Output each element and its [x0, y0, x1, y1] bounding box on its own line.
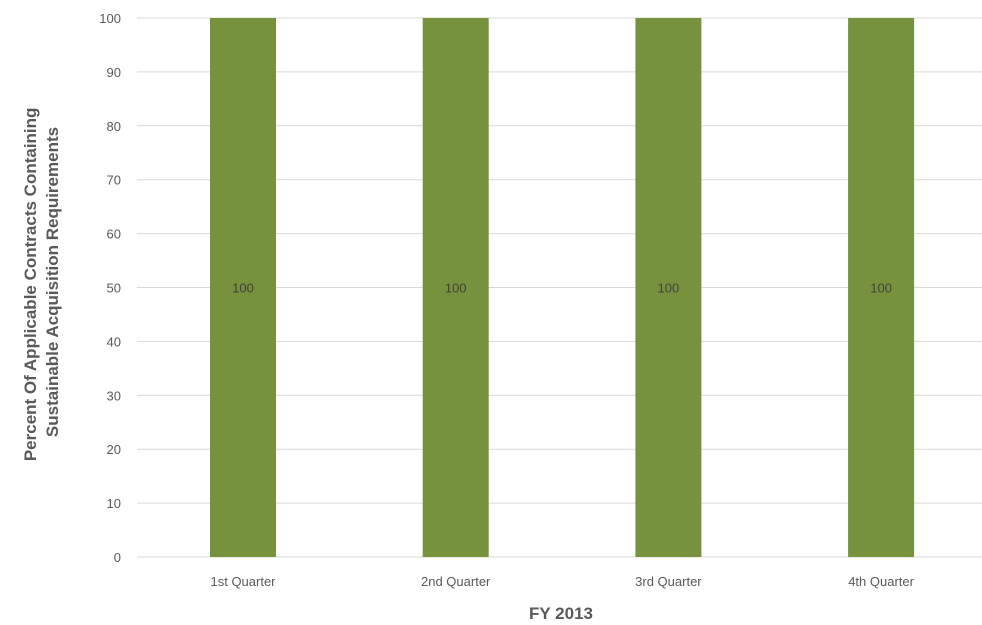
- y-axis-title-line-2: Sustainable Acquisition Requirements: [43, 127, 62, 437]
- bar-1: [210, 18, 276, 557]
- bar-data-label: 100: [870, 281, 892, 296]
- y-tick-label: 50: [107, 281, 121, 296]
- bars: [210, 18, 915, 557]
- y-tick-label: 10: [107, 496, 121, 511]
- x-tick-label: 1st Quarter: [210, 574, 276, 589]
- y-tick-label: 90: [107, 65, 121, 80]
- gridlines: [137, 17, 982, 558]
- bar-2: [422, 18, 489, 557]
- bar-data-label: 100: [658, 281, 680, 296]
- y-axis-title: Percent Of Applicable Contracts Containi…: [21, 103, 62, 461]
- bar-4: [848, 18, 915, 557]
- y-tick-label: 20: [107, 442, 121, 457]
- bar-data-label: 100: [232, 281, 254, 296]
- y-tick-label: 30: [107, 388, 121, 403]
- y-tick-label: 0: [114, 550, 121, 565]
- y-tick-label: 40: [107, 334, 121, 349]
- y-tick-label: 100: [99, 11, 121, 26]
- y-axis-title-line-1: Percent Of Applicable Contracts Containi…: [21, 108, 40, 462]
- x-tick-label: 4th Quarter: [848, 574, 914, 589]
- bar-3: [635, 18, 702, 557]
- bar-data-label: 100: [445, 281, 467, 296]
- y-tick-label: 80: [107, 119, 121, 134]
- x-tick-label: 3rd Quarter: [635, 574, 702, 589]
- x-tick-label: 2nd Quarter: [421, 574, 491, 589]
- x-axis-title: FY 2013: [529, 604, 593, 623]
- y-tick-label: 70: [107, 173, 121, 188]
- y-axis-ticks: 0 10 20 30 40 50 60 70 80 90 100: [99, 11, 121, 565]
- data-labels: 100 100 100 100: [232, 281, 892, 296]
- x-axis-ticks: 1st Quarter 2nd Quarter 3rd Quarter 4th Qua…: [210, 574, 914, 589]
- y-tick-label: 60: [107, 227, 121, 242]
